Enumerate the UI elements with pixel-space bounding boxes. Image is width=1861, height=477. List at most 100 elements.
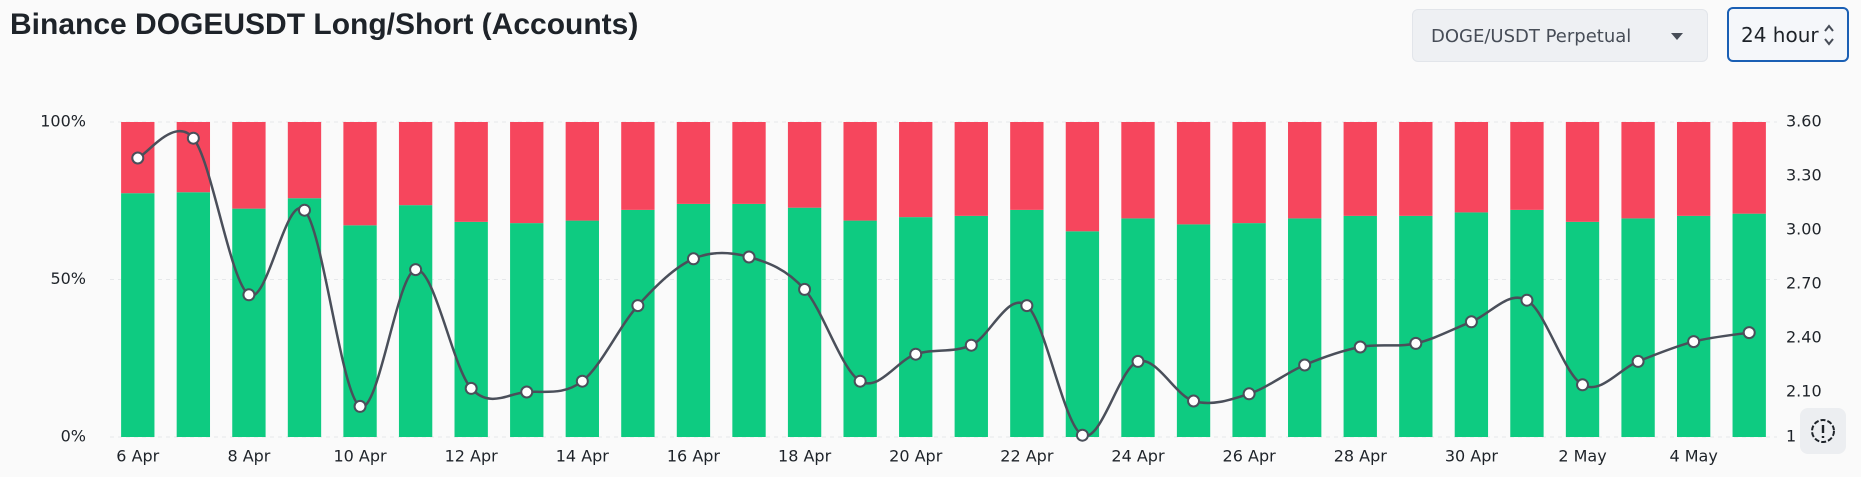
bar-segment [621, 209, 655, 437]
ratio-point [242, 288, 256, 302]
x-tick-label: 24 Apr [1111, 447, 1165, 466]
bar-segment [899, 122, 933, 218]
ratio-point [1298, 358, 1312, 372]
bar-segment [1565, 122, 1600, 222]
bar-segment [1510, 122, 1544, 210]
x-tick-label: 16 Apr [667, 447, 721, 466]
ratio-point [631, 299, 645, 313]
bar-segment [1010, 122, 1044, 210]
bar-segment [954, 122, 988, 216]
x-tick-label: 18 Apr [778, 447, 832, 466]
ratio-point [964, 338, 978, 352]
x-tick-label: 26 Apr [1223, 447, 1277, 466]
feedback-icon [1811, 419, 1835, 443]
ratio-point [186, 131, 200, 145]
bar-segment [232, 122, 266, 209]
ratio-point [297, 203, 311, 217]
bar-segment [676, 203, 711, 437]
range-select[interactable]: 24 hour [1727, 7, 1849, 62]
ratio-point [1187, 394, 1201, 408]
x-tick-label: 2 May [1558, 447, 1606, 466]
bar-segment [1065, 231, 1100, 437]
y-tick-label: 0% [61, 427, 86, 446]
bar-segment [1565, 221, 1600, 437]
y2-tick-label: 1 [1786, 427, 1796, 446]
bar-segment [1732, 122, 1766, 214]
bar-segment [176, 192, 211, 437]
bar-segment [1121, 218, 1155, 437]
bar-segment [732, 203, 766, 437]
x-tick-label: 14 Apr [556, 447, 610, 466]
ratio-line [137, 129, 1750, 437]
ratio-point [1409, 336, 1423, 350]
ratio-point [409, 263, 423, 277]
y2-tick-label: 2.10 [1786, 382, 1822, 401]
bar-segment [398, 205, 433, 437]
bar-segment [1399, 215, 1433, 437]
bar-segment [121, 193, 155, 437]
bar-segment [676, 122, 711, 204]
x-tick-label: 28 Apr [1334, 447, 1388, 466]
pair-dropdown[interactable]: DOGE/USDT Perpetual [1412, 9, 1708, 62]
ratio-point [1353, 340, 1367, 354]
ratio-point [1075, 428, 1089, 442]
ratio-point [353, 399, 367, 413]
ratio-point [131, 151, 145, 165]
ratio-point [1020, 299, 1034, 313]
x-tick-label: 10 Apr [333, 447, 387, 466]
bar-segment [1232, 122, 1266, 224]
bar-segment [1732, 213, 1766, 437]
ratio-point [909, 347, 923, 361]
bar-segment [510, 122, 544, 224]
bar-segment [899, 217, 933, 437]
bar-segment [287, 198, 322, 437]
bar-segment [1621, 122, 1655, 219]
bar-segment [565, 220, 599, 437]
ratio-point [1242, 387, 1256, 401]
ratio-point [1520, 293, 1534, 307]
x-tick-label: 8 Apr [227, 447, 270, 466]
y2-tick-label: 2.70 [1786, 274, 1822, 293]
x-tick-label: 6 Apr [116, 447, 159, 466]
bar-segment [1288, 122, 1322, 219]
bar-segment [454, 122, 488, 222]
bar-segment [1065, 122, 1100, 232]
pair-label: DOGE/USDT Perpetual [1431, 26, 1632, 47]
dropdown-caret [1671, 33, 1683, 40]
bar-segment [1621, 218, 1655, 437]
bar-segment [1454, 122, 1489, 213]
ratio-point [853, 374, 867, 388]
bar-segment [1343, 122, 1377, 216]
bar-segment [1232, 223, 1266, 437]
bar-segment [843, 220, 877, 437]
ratio-point [1687, 335, 1701, 349]
ratio-point [1131, 354, 1145, 368]
ratio-point [1631, 354, 1645, 368]
range-label: 24 hour [1741, 23, 1819, 47]
bar-segment [787, 122, 822, 208]
page-title: Binance DOGEUSDT Long/Short (Accounts) [10, 8, 639, 41]
bar-segment [510, 223, 544, 437]
bar-segment [1176, 122, 1211, 225]
ratio-point [1464, 315, 1478, 329]
y2-tick-label: 2.40 [1786, 328, 1822, 347]
ratio-point [1742, 326, 1756, 340]
bar-segment [1676, 122, 1711, 216]
y2-tick-label: 3.00 [1786, 220, 1822, 239]
ratio-point [575, 374, 589, 388]
bar-segment [843, 122, 877, 221]
bar-segment [1343, 215, 1377, 437]
bar-segment [287, 122, 322, 199]
x-tick-label: 4 May [1669, 447, 1717, 466]
bar-segment [1121, 122, 1155, 219]
x-tick-label: 30 Apr [1445, 447, 1499, 466]
bar-segment [398, 122, 433, 206]
bar-segment [232, 208, 266, 437]
feedback-button[interactable] [1800, 408, 1846, 454]
ratio-point [1576, 378, 1590, 392]
x-tick-label: 12 Apr [445, 447, 499, 466]
bar-segment [1288, 218, 1322, 437]
bar-segment [1676, 215, 1711, 437]
y2-tick-label: 3.30 [1786, 166, 1822, 185]
